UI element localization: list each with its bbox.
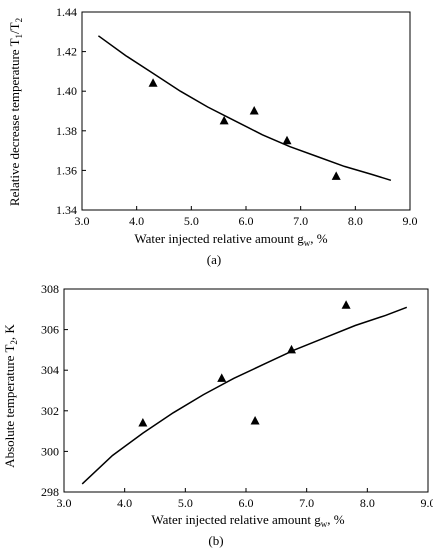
x-tick-label: 8.0 <box>360 496 375 510</box>
plot-frame-a <box>81 11 411 211</box>
x-tick-label: 7.0 <box>299 496 314 510</box>
x-tick-label: 3.0 <box>75 214 90 228</box>
y-tick-label: 1.40 <box>56 84 77 98</box>
y-tick-label: 1.42 <box>56 45 77 59</box>
y-axis-label-a: Relative decrease temperature T1/T2 <box>7 18 24 206</box>
x-axis-label-a: Water injected relative amount gw, % <box>134 231 327 248</box>
y-tick-label: 304 <box>41 363 59 377</box>
panel-label-a: (a) <box>207 252 221 267</box>
panel-label-b: (b) <box>208 533 223 548</box>
y-tick-label: 1.44 <box>56 5 77 19</box>
y-tick-label: 1.38 <box>56 124 77 138</box>
trend-line-a <box>97 35 392 182</box>
x-tick-label: 8.0 <box>348 214 363 228</box>
data-point <box>148 78 158 87</box>
x-tick-label: 7.0 <box>293 214 308 228</box>
data-point <box>138 417 148 427</box>
y-tick-label: 302 <box>41 404 59 418</box>
x-tick-label: 3.0 <box>57 496 72 510</box>
data-point <box>282 135 292 145</box>
data-point <box>341 300 351 309</box>
x-tick-label: 5.0 <box>184 214 199 228</box>
x-tick-label: 4.0 <box>129 214 144 228</box>
x-axis-label-b: Water injected relative amount gw, % <box>151 512 344 529</box>
chart-a: Relative decrease temperature T1/T2 Wate… <box>7 5 418 267</box>
trend-line-b <box>81 306 408 485</box>
x-tick-label: 5.0 <box>178 496 193 510</box>
x-tick-label: 6.0 <box>239 214 254 228</box>
x-tick-label: 9.0 <box>421 496 433 510</box>
y-tick-label: 298 <box>41 485 59 499</box>
x-tick-label: 6.0 <box>239 496 254 510</box>
data-point <box>250 415 260 425</box>
chart-b: Absolute temperature T2, K Water injecte… <box>2 282 433 548</box>
data-point <box>287 344 296 354</box>
data-point <box>217 373 227 382</box>
y-axis-label-b: Absolute temperature T2, K <box>2 324 19 468</box>
y-tick-label: 308 <box>41 282 59 296</box>
data-point <box>331 171 341 180</box>
x-tick-label: 9.0 <box>403 214 418 228</box>
y-tick-label: 306 <box>41 323 59 337</box>
y-tick-label: 1.36 <box>56 163 77 177</box>
y-tick-label: 1.34 <box>56 203 77 217</box>
y-tick-label: 300 <box>41 444 59 458</box>
data-point <box>249 106 259 115</box>
x-tick-label: 4.0 <box>117 496 132 510</box>
data-point <box>219 115 229 125</box>
